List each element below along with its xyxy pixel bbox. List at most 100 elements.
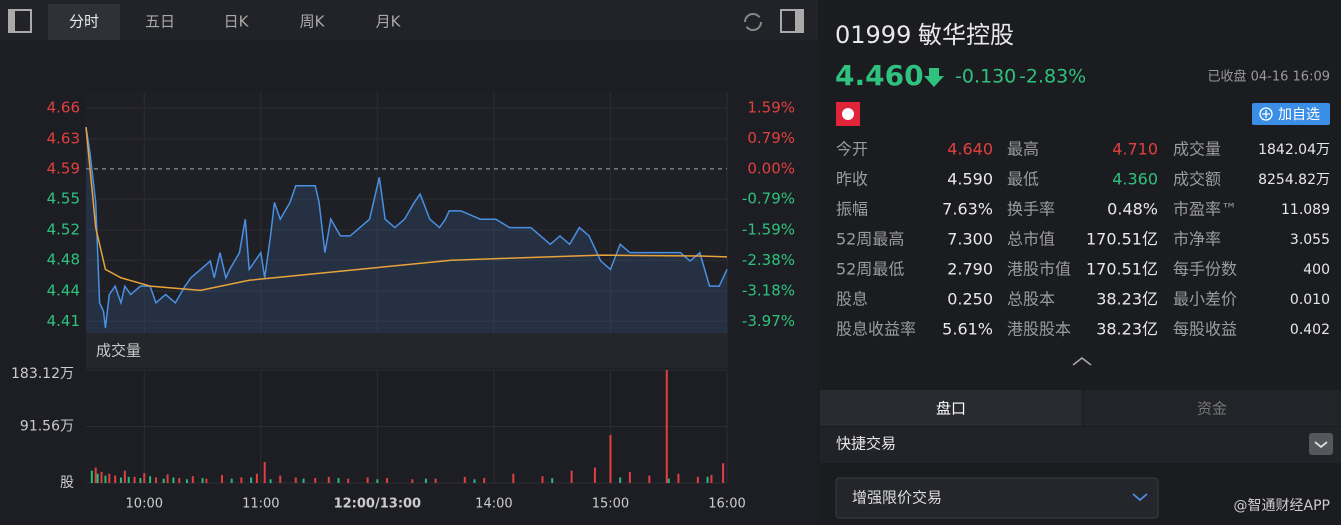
period-tab[interactable]: 日K	[224, 13, 250, 31]
volume-bar	[114, 475, 117, 483]
stock-name: 敏华控股	[918, 21, 1014, 49]
period-tab[interactable]: 五日	[145, 13, 175, 31]
quick-trade-toggle[interactable]	[1309, 433, 1333, 455]
volume-bar	[677, 473, 680, 483]
plus-icon	[1259, 107, 1273, 121]
stat-value: 170.51亿	[1086, 230, 1158, 249]
volume-bar	[279, 475, 282, 483]
y2-tick-label: 0.00%	[747, 159, 795, 177]
order-type-select[interactable]	[835, 477, 1159, 519]
stat-value: 4.710	[1112, 140, 1158, 159]
period-tab[interactable]: 分时	[69, 13, 99, 31]
stat-label: 昨收	[836, 170, 868, 189]
volume-bar	[108, 473, 111, 483]
volume-bar	[665, 370, 668, 483]
active-tab	[48, 4, 120, 40]
volume-bar	[619, 477, 622, 483]
stat-label: 振幅	[836, 200, 868, 219]
watermark: @智通财经APP	[1234, 498, 1330, 514]
stat-value: 8254.82万	[1258, 172, 1330, 188]
volume-bar	[337, 478, 340, 483]
stat-value: 7.300	[947, 230, 993, 249]
volume-bar	[376, 479, 379, 483]
volume-bar	[347, 478, 350, 483]
stat-label: 股息收益率	[836, 320, 916, 339]
volume-bar	[710, 474, 713, 483]
tab-active[interactable]	[820, 390, 1082, 426]
volume-bar	[201, 478, 204, 483]
volume-bar	[424, 478, 427, 483]
volume-bar	[314, 478, 317, 483]
volume-bar	[100, 471, 103, 483]
collapse-icon[interactable]	[1072, 357, 1092, 366]
y-tick-label: 4.41	[47, 312, 80, 330]
volume-bar	[512, 473, 515, 483]
y2-tick-label: -1.59%	[742, 220, 795, 238]
period-tab[interactable]: 周K	[300, 13, 326, 31]
period-tab[interactable]: 月K	[376, 13, 402, 31]
volume-bar	[667, 478, 670, 483]
refresh-icon[interactable]	[744, 13, 762, 31]
volume-bar	[119, 477, 122, 483]
volume-bar	[191, 476, 194, 483]
y-tick-label: 股	[60, 475, 74, 491]
toolbar	[0, 0, 818, 40]
stat-label: 成交量	[1173, 140, 1221, 159]
stat-value: 4.590	[947, 170, 993, 189]
panel-toggle-bar	[795, 10, 803, 32]
volume-bar	[551, 478, 554, 483]
stat-label: 股息	[836, 290, 868, 309]
volume-bar	[609, 434, 612, 483]
volume-bar	[628, 471, 631, 483]
tab-inactive[interactable]	[1083, 390, 1341, 426]
volume-bar	[172, 477, 175, 483]
x-tick-label: 12:00/13:00	[334, 497, 422, 512]
chevron	[1314, 441, 1328, 449]
stat-value: 5.61%	[942, 320, 993, 339]
volume-bar	[463, 476, 466, 483]
y2-tick-label: 0.79%	[747, 129, 795, 147]
volume-bar	[127, 476, 130, 483]
price-line	[85, 127, 728, 292]
volume-bar	[94, 467, 97, 483]
y-tick-label: 91.56万	[20, 419, 74, 435]
stat-label: 今开	[836, 140, 868, 159]
y-tick-label: 4.52	[47, 221, 80, 239]
volume-bar	[166, 474, 169, 483]
hk-flag-emblem	[842, 108, 854, 120]
stat-value: 4.360	[1112, 170, 1158, 189]
y-tick-label: 4.44	[47, 282, 80, 300]
y2-tick-label: -3.97%	[742, 312, 795, 330]
y2-tick-label: -2.38%	[742, 251, 795, 269]
x-tick-label: 16:00	[708, 497, 745, 512]
x-tick-label: 11:00	[242, 497, 279, 512]
y-tick-label: 4.55	[47, 190, 80, 208]
price-change: -0.130	[955, 66, 1016, 88]
volume-bar	[149, 476, 152, 483]
volume-bar	[123, 470, 126, 483]
volume-bar	[178, 478, 181, 483]
volume-bar	[648, 475, 651, 483]
stat-label: 市盈率™	[1173, 200, 1237, 219]
volume-bar	[593, 467, 596, 483]
plus-sign	[1262, 110, 1270, 118]
watch-button[interactable]	[1252, 103, 1330, 125]
volume-bar	[294, 477, 297, 483]
stat-label: 换手率	[1007, 200, 1055, 219]
volume-bar	[570, 470, 573, 483]
tab-label: 资金	[1197, 400, 1227, 418]
watch-label: 加自选	[1278, 107, 1320, 123]
stat-value: 400	[1303, 262, 1330, 278]
stat-value: 7.63%	[942, 200, 993, 219]
stat-value: 0.402	[1290, 322, 1330, 338]
volume-bar	[386, 478, 389, 483]
volume-bar	[90, 470, 93, 483]
volume-bar	[706, 476, 709, 483]
stat-label: 成交额	[1173, 170, 1221, 189]
y-tick-label: 4.48	[47, 251, 80, 269]
y-tick-label: 4.66	[47, 98, 80, 116]
market-status: 已收盘 04-16 16:09	[1207, 69, 1330, 85]
stat-value: 38.23亿	[1096, 290, 1158, 309]
